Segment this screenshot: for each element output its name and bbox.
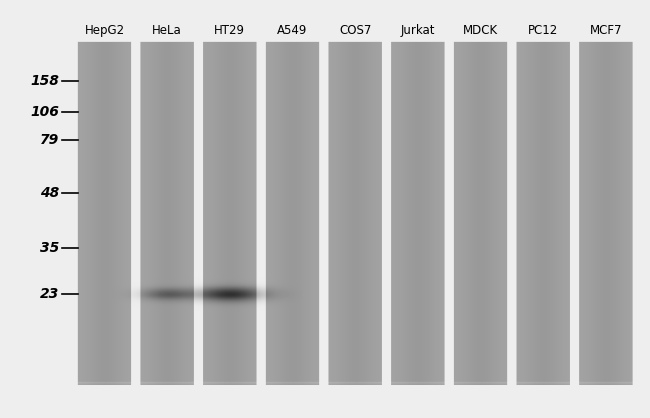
Text: HT29: HT29 xyxy=(214,24,245,37)
Text: HepG2: HepG2 xyxy=(84,24,125,37)
Text: 35: 35 xyxy=(40,241,59,255)
Text: 79: 79 xyxy=(40,133,59,147)
Text: COS7: COS7 xyxy=(339,24,371,37)
Text: 158: 158 xyxy=(31,74,59,88)
Text: MCF7: MCF7 xyxy=(590,24,622,37)
Text: Jurkat: Jurkat xyxy=(400,24,435,37)
Text: MDCK: MDCK xyxy=(463,24,498,37)
Text: A549: A549 xyxy=(278,24,307,37)
Text: 106: 106 xyxy=(31,105,59,119)
Text: 23: 23 xyxy=(40,287,59,301)
Text: PC12: PC12 xyxy=(528,24,558,37)
Text: HeLa: HeLa xyxy=(152,24,182,37)
Text: 48: 48 xyxy=(40,186,59,200)
